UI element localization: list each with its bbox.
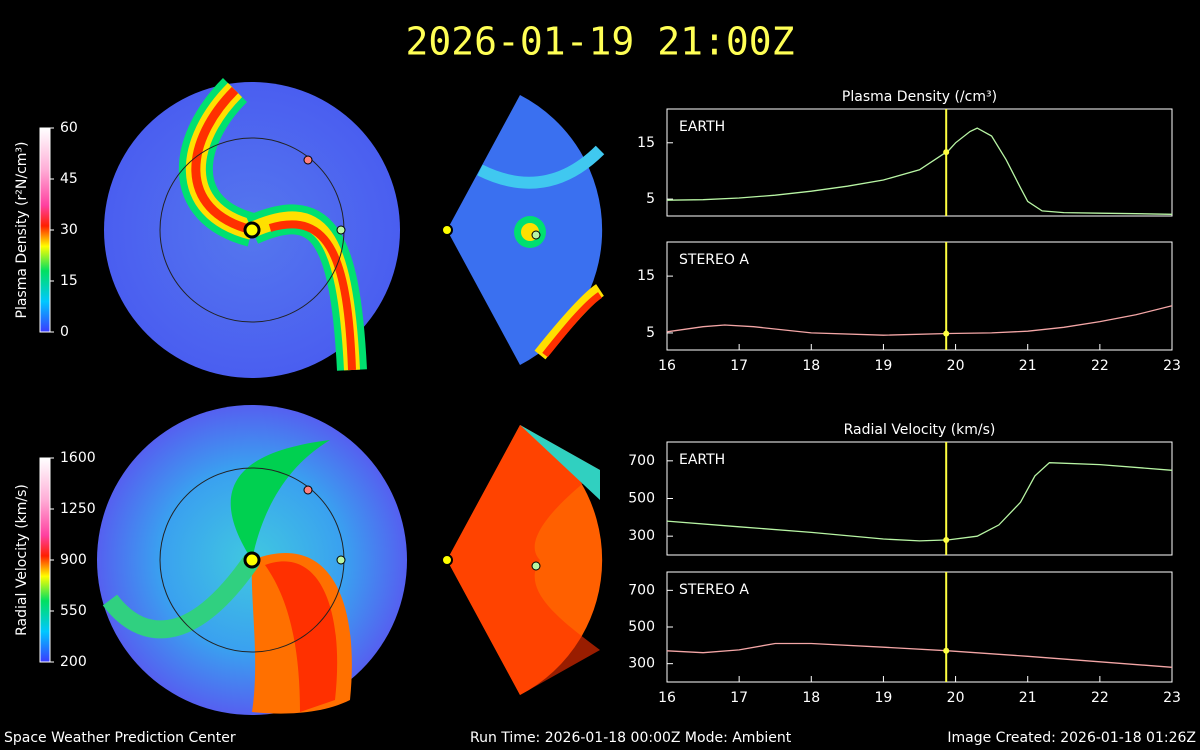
chart-title: Radial Velocity (km/s): [844, 422, 996, 438]
y-tick-label: 700: [628, 453, 655, 469]
density-polar: [104, 77, 605, 378]
x-tick-label: 16: [658, 690, 676, 706]
series-line: [666, 127, 1173, 215]
x-tick-label: 18: [802, 690, 820, 706]
x-tick-label: 23: [1163, 690, 1181, 706]
time-marker-dot: [943, 537, 950, 544]
time-marker-dot: [943, 647, 950, 654]
y-tick-label: 15: [637, 135, 655, 151]
plot-frame: [666, 241, 1173, 351]
footer-middle: Run Time: 2026-01-18 00:00Z Mode: Ambien…: [470, 730, 792, 746]
footer-left: Space Weather Prediction Center: [4, 730, 236, 746]
x-tick-label: 19: [875, 358, 893, 374]
colorbar-tick-label: 1250: [60, 501, 96, 517]
chart-title: Plasma Density (/cm³): [842, 89, 997, 105]
colorbar-tick-label: 200: [60, 654, 87, 670]
series-name: STEREO A: [679, 582, 749, 598]
time-marker-dot: [943, 330, 950, 337]
x-tick-label: 22: [1091, 358, 1109, 374]
x-tick-label: 21: [1019, 690, 1037, 706]
plot-frame: [666, 441, 1173, 556]
page-title: 2026-01-19 21:00Z: [406, 20, 795, 64]
x-tick-label: 17: [730, 690, 748, 706]
plot-frame: [666, 108, 1173, 217]
x-tick-label: 20: [947, 358, 965, 374]
series-name: STEREO A: [679, 252, 749, 268]
colorbar-tick-label: 550: [60, 603, 87, 619]
y-tick-label: 300: [628, 528, 655, 544]
colorbar-tick-label: 30: [60, 222, 78, 238]
colorbar: [39, 127, 51, 333]
x-tick-label: 20: [947, 690, 965, 706]
y-tick-label: 15: [637, 268, 655, 284]
y-tick-label: 500: [628, 619, 655, 635]
velocity-polar: [97, 405, 603, 715]
series-line: [666, 462, 1173, 542]
y-tick-label: 5: [646, 191, 655, 207]
x-tick-label: 16: [658, 358, 676, 374]
series-name: EARTH: [679, 119, 725, 135]
colorbar-tick-label: 0: [60, 324, 69, 340]
x-tick-label: 17: [730, 358, 748, 374]
colorbar-tick-label: 900: [60, 552, 87, 568]
colorbar-tick-label: 15: [60, 273, 78, 289]
colorbar: [39, 457, 51, 663]
colorbar-tick-label: 45: [60, 171, 78, 187]
colorbar-label: Radial Velocity (km/s): [14, 484, 30, 636]
series-line: [666, 305, 1173, 336]
x-tick-label: 19: [875, 690, 893, 706]
series-name: EARTH: [679, 452, 725, 468]
x-tick-label: 23: [1163, 358, 1181, 374]
colorbar-tick-label: 60: [60, 120, 78, 136]
x-tick-label: 18: [802, 358, 820, 374]
footer-right: Image Created: 2026-01-18 01:26Z: [947, 730, 1196, 746]
time-marker-dot: [943, 149, 950, 156]
y-tick-label: 700: [628, 582, 655, 598]
y-tick-label: 5: [646, 325, 655, 341]
colorbar-tick-label: 1600: [60, 450, 96, 466]
series-line: [666, 642, 1173, 668]
y-tick-label: 300: [628, 656, 655, 672]
y-tick-label: 500: [628, 491, 655, 507]
x-tick-label: 21: [1019, 358, 1037, 374]
colorbar-label: Plasma Density (r²N/cm³): [14, 142, 30, 319]
x-tick-label: 22: [1091, 690, 1109, 706]
